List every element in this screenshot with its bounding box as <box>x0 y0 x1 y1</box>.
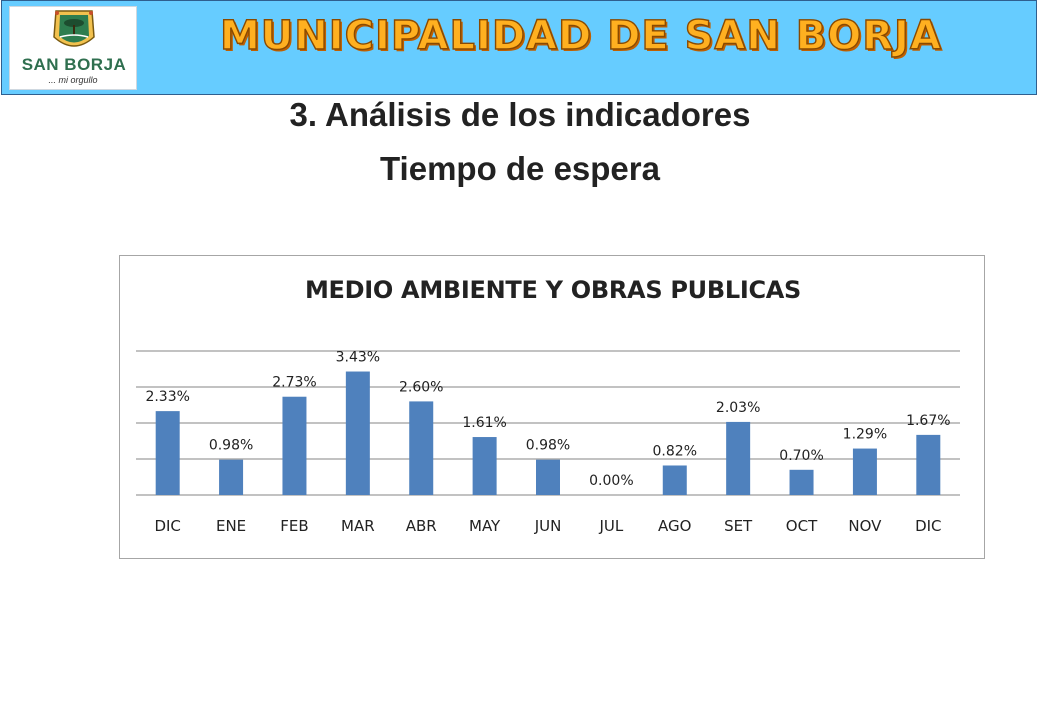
x-tick-label: JUL <box>599 517 624 535</box>
x-tick-label: DIC <box>915 517 941 535</box>
san-borja-crest-icon <box>53 10 95 47</box>
x-tick-label: ENE <box>216 517 246 535</box>
data-label: 2.73% <box>272 375 316 391</box>
bar <box>282 396 307 495</box>
data-label: 1.61% <box>462 415 506 431</box>
bar <box>409 401 434 495</box>
bar <box>916 434 941 495</box>
x-tick-label: JUN <box>534 517 562 535</box>
bar <box>852 448 877 495</box>
x-tick-label: OCT <box>786 517 818 535</box>
x-tick-label: ABR <box>406 517 437 535</box>
san-borja-logo: SAN BORJA ... mi orgullo <box>9 6 137 90</box>
bar <box>219 459 244 495</box>
header-banner: SAN BORJA ... mi orgullo MUNICIPALIDAD D… <box>1 0 1037 95</box>
data-label: 0.00% <box>589 473 633 489</box>
x-tick-label: DIC <box>154 517 180 535</box>
bar-chart: 2.33% DIC 0.98% ENE 2.73% FEB 3.43% MAR 2.60% ABR… <box>136 350 960 535</box>
data-label: 0.98% <box>209 438 253 454</box>
bar <box>155 411 180 495</box>
logo-tagline: ... mi orgullo <box>48 75 98 85</box>
chart-title: MEDIO AMBIENTE Y OBRAS PUBLICAS <box>304 276 802 304</box>
data-label: 0.70% <box>779 448 823 464</box>
data-label: 0.98% <box>526 438 570 454</box>
data-label: 1.29% <box>843 427 887 443</box>
bar <box>345 371 370 495</box>
x-tick-label: MAR <box>341 517 375 535</box>
chart-container: MEDIO AMBIENTE Y OBRAS PUBLICAS 2.33% DIC… <box>119 255 985 559</box>
slide-subtitle: Tiempo de espera <box>379 150 660 187</box>
slide-title: 3. Análisis de los indicadores <box>289 96 751 133</box>
x-tick-label: NOV <box>848 517 882 535</box>
logo-name: SAN BORJA <box>21 55 127 74</box>
org-title: MUNICIPALIDAD DE SAN BORJA <box>219 12 942 59</box>
x-tick-label: MAY <box>469 517 501 535</box>
data-label: 3.43% <box>336 350 380 366</box>
x-tick-label: AGO <box>658 517 691 535</box>
data-label: 0.82% <box>653 443 697 459</box>
x-tick-label: SET <box>724 517 753 535</box>
x-tick-label: FEB <box>280 517 308 535</box>
data-label: 2.33% <box>145 389 189 405</box>
bar <box>536 459 560 495</box>
data-label: 2.60% <box>399 379 443 395</box>
data-label: 2.03% <box>716 400 760 416</box>
bar <box>726 421 751 495</box>
bar <box>472 437 497 495</box>
bar <box>789 469 814 495</box>
bar <box>662 465 687 495</box>
data-label: 1.67% <box>906 413 950 429</box>
